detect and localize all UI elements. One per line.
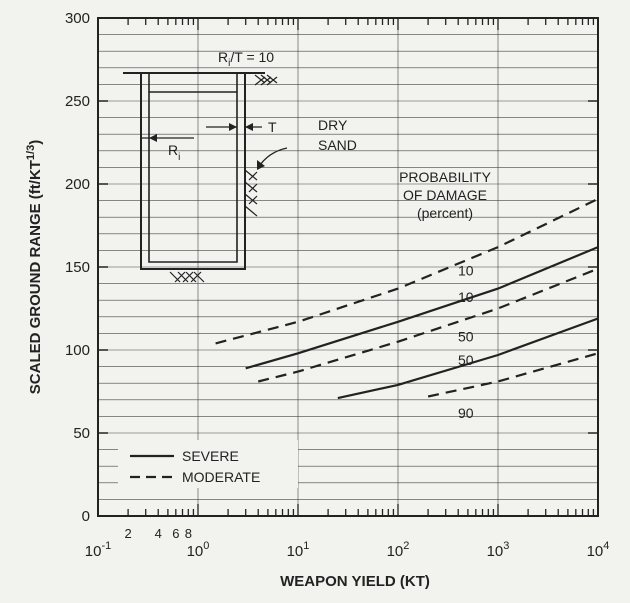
y-tick-labels: 0 50 100 150 200 250 300 bbox=[65, 10, 90, 525]
series-lines bbox=[215, 197, 599, 400]
grid bbox=[98, 18, 598, 516]
arrowheads bbox=[149, 123, 265, 170]
moderate-curve bbox=[427, 352, 599, 398]
y-axis-title: SCALED GROUND RANGE (ft/KT1/3) bbox=[25, 140, 44, 394]
x-tick-label: 101 bbox=[287, 540, 310, 560]
legend-severe-label: SEVERE bbox=[182, 448, 239, 464]
legend-moderate-label: MODERATE bbox=[182, 469, 260, 485]
x-tick-label: 103 bbox=[487, 540, 510, 560]
moderate-curve bbox=[215, 197, 599, 345]
ratio-label: Ri/T = 10 bbox=[218, 49, 274, 69]
x-tick-label: 102 bbox=[387, 540, 410, 560]
x-tick-label: 100 bbox=[187, 540, 210, 560]
y-tick-label: 0 bbox=[82, 508, 90, 525]
curve-label: 50 bbox=[458, 352, 474, 368]
curve-label: 50 bbox=[458, 329, 474, 345]
curve-labels: 10 10 50 50 90 bbox=[458, 262, 474, 421]
x-minor-label: 6 bbox=[172, 526, 179, 541]
ri-label: Ri bbox=[168, 142, 180, 163]
curve-label: 10 bbox=[458, 289, 474, 305]
y-tick-label: 50 bbox=[73, 425, 90, 442]
legend-box bbox=[118, 440, 298, 488]
y-tick-label: 250 bbox=[65, 93, 90, 110]
y-tick-label: 150 bbox=[65, 259, 90, 276]
legend: SEVERE MODERATE bbox=[118, 440, 298, 488]
x-tick-label: 10-1 bbox=[85, 540, 111, 560]
probability-line3: (percent) bbox=[417, 205, 473, 221]
x-minor-label: 4 bbox=[155, 526, 162, 541]
curve-label: 10 bbox=[458, 262, 474, 278]
sand-label: SAND bbox=[318, 137, 357, 153]
y-tick-label: 100 bbox=[65, 342, 90, 359]
probability-line1: PROBABILITY bbox=[399, 169, 491, 185]
x-tick-label: 104 bbox=[587, 540, 610, 560]
x-axis-title: WEAPON YIELD (KT) bbox=[280, 573, 430, 590]
y-tick-label: 300 bbox=[65, 10, 90, 27]
severe-curve bbox=[337, 317, 599, 400]
severe-curve bbox=[245, 246, 599, 370]
probability-line2: OF DAMAGE bbox=[403, 187, 487, 203]
dry-label: DRY bbox=[318, 117, 348, 133]
moderate-curve bbox=[257, 267, 599, 383]
structure-diagram bbox=[123, 72, 288, 283]
x-minor-label: 8 bbox=[185, 526, 192, 541]
x-minor-label: 2 bbox=[124, 526, 131, 541]
curve-label: 90 bbox=[458, 405, 474, 421]
t-label: T bbox=[268, 119, 277, 135]
tick-marks bbox=[97, 17, 599, 517]
y-tick-label: 200 bbox=[65, 176, 90, 193]
x-tick-labels: 10-1 100 101 102 103 104 2 4 6 8 bbox=[85, 526, 610, 560]
